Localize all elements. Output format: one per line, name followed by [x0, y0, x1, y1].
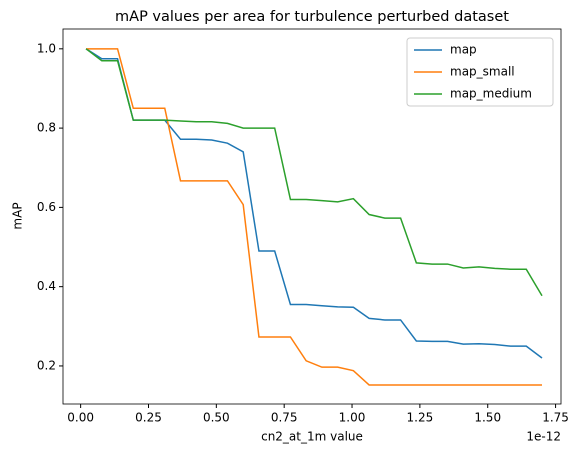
x-tick-label: 1.50 [474, 411, 501, 425]
x-tick-label: 1.75 [542, 411, 569, 425]
legend-label: map [450, 43, 477, 57]
plot-frame [62, 28, 562, 405]
line-series [86, 48, 543, 386]
y-tick-label: 0.2 [37, 358, 56, 372]
y-tick-label: 1.0 [37, 41, 56, 55]
y-axis-label: mAP [11, 202, 25, 229]
legend-label: map_small [450, 65, 515, 79]
y-tick-label: 0.8 [37, 121, 56, 135]
y-tick-label: 0.4 [37, 279, 56, 293]
chart-title: mAP values per area for turbulence pertu… [115, 9, 509, 25]
x-tick-label: 1.25 [407, 411, 434, 425]
line-series [85, 48, 543, 297]
x-tick-label: 1.00 [339, 411, 366, 425]
x-tick-label: 0.00 [67, 411, 94, 425]
y-tick-label: 0.6 [37, 200, 56, 214]
x-tick-label: 0.25 [135, 411, 162, 425]
legend-label: map_medium [450, 87, 532, 101]
x-tick-label: 0.75 [271, 411, 298, 425]
x-tick-label: 0.50 [203, 411, 230, 425]
x-axis-label: cn2_at_1m value [261, 430, 363, 444]
x-offset-label: 1e-12 [526, 430, 561, 444]
legend-box [406, 37, 554, 107]
